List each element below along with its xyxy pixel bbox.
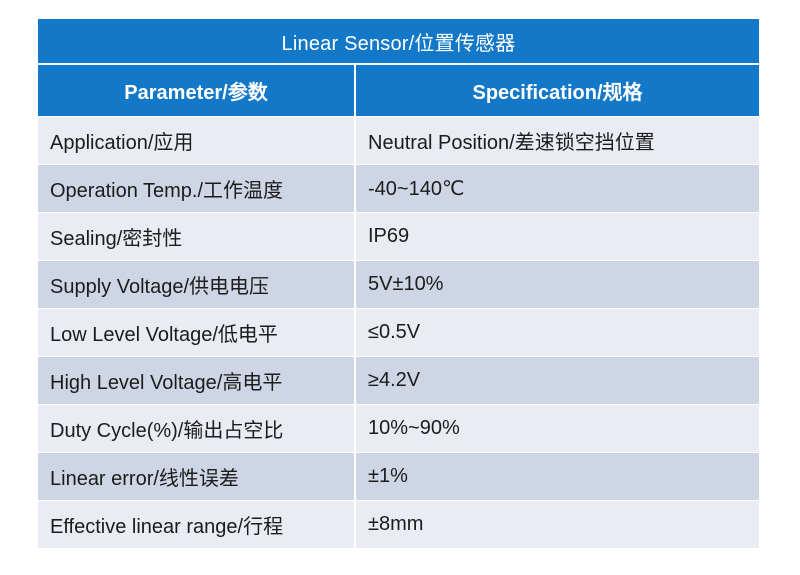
parameter-cell: High Level Voltage/高电平 <box>38 356 356 404</box>
table-row: Application/应用 Neutral Position/差速锁空挡位置 <box>38 116 759 164</box>
value-cell: 10%~90% <box>356 404 759 452</box>
table-row: High Level Voltage/高电平 ≥4.2V <box>38 356 759 404</box>
table-row: Sealing/密封性 IP69 <box>38 212 759 260</box>
parameter-cell: Duty Cycle(%)/输出占空比 <box>38 404 356 452</box>
value-cell: 5V±10% <box>356 260 759 308</box>
spec-table: Linear Sensor/位置传感器 Parameter/参数 Specifi… <box>38 19 759 548</box>
parameter-cell: Effective linear range/行程 <box>38 500 356 548</box>
parameter-cell: Operation Temp./工作温度 <box>38 164 356 212</box>
value-cell: IP69 <box>356 212 759 260</box>
title-row: Linear Sensor/位置传感器 <box>38 19 759 65</box>
value-cell: Neutral Position/差速锁空挡位置 <box>356 116 759 164</box>
header-row: Parameter/参数 Specification/规格 <box>38 65 759 116</box>
parameter-cell: Application/应用 <box>38 116 356 164</box>
column-header-specification: Specification/规格 <box>356 65 759 116</box>
parameter-cell: Linear error/线性误差 <box>38 452 356 500</box>
column-header-parameter: Parameter/参数 <box>38 65 356 116</box>
parameter-cell: Supply Voltage/供电电压 <box>38 260 356 308</box>
table-row: Operation Temp./工作温度 -40~140℃ <box>38 164 759 212</box>
value-cell: ≤0.5V <box>356 308 759 356</box>
value-cell: -40~140℃ <box>356 164 759 212</box>
table-row: Effective linear range/行程 ±8mm <box>38 500 759 548</box>
parameter-cell: Sealing/密封性 <box>38 212 356 260</box>
table-row: Linear error/线性误差 ±1% <box>38 452 759 500</box>
value-cell: ±8mm <box>356 500 759 548</box>
value-cell: ≥4.2V <box>356 356 759 404</box>
table-row: Low Level Voltage/低电平 ≤0.5V <box>38 308 759 356</box>
table-title: Linear Sensor/位置传感器 <box>38 19 759 65</box>
value-cell: ±1% <box>356 452 759 500</box>
table-row: Supply Voltage/供电电压 5V±10% <box>38 260 759 308</box>
parameter-cell: Low Level Voltage/低电平 <box>38 308 356 356</box>
table-row: Duty Cycle(%)/输出占空比 10%~90% <box>38 404 759 452</box>
